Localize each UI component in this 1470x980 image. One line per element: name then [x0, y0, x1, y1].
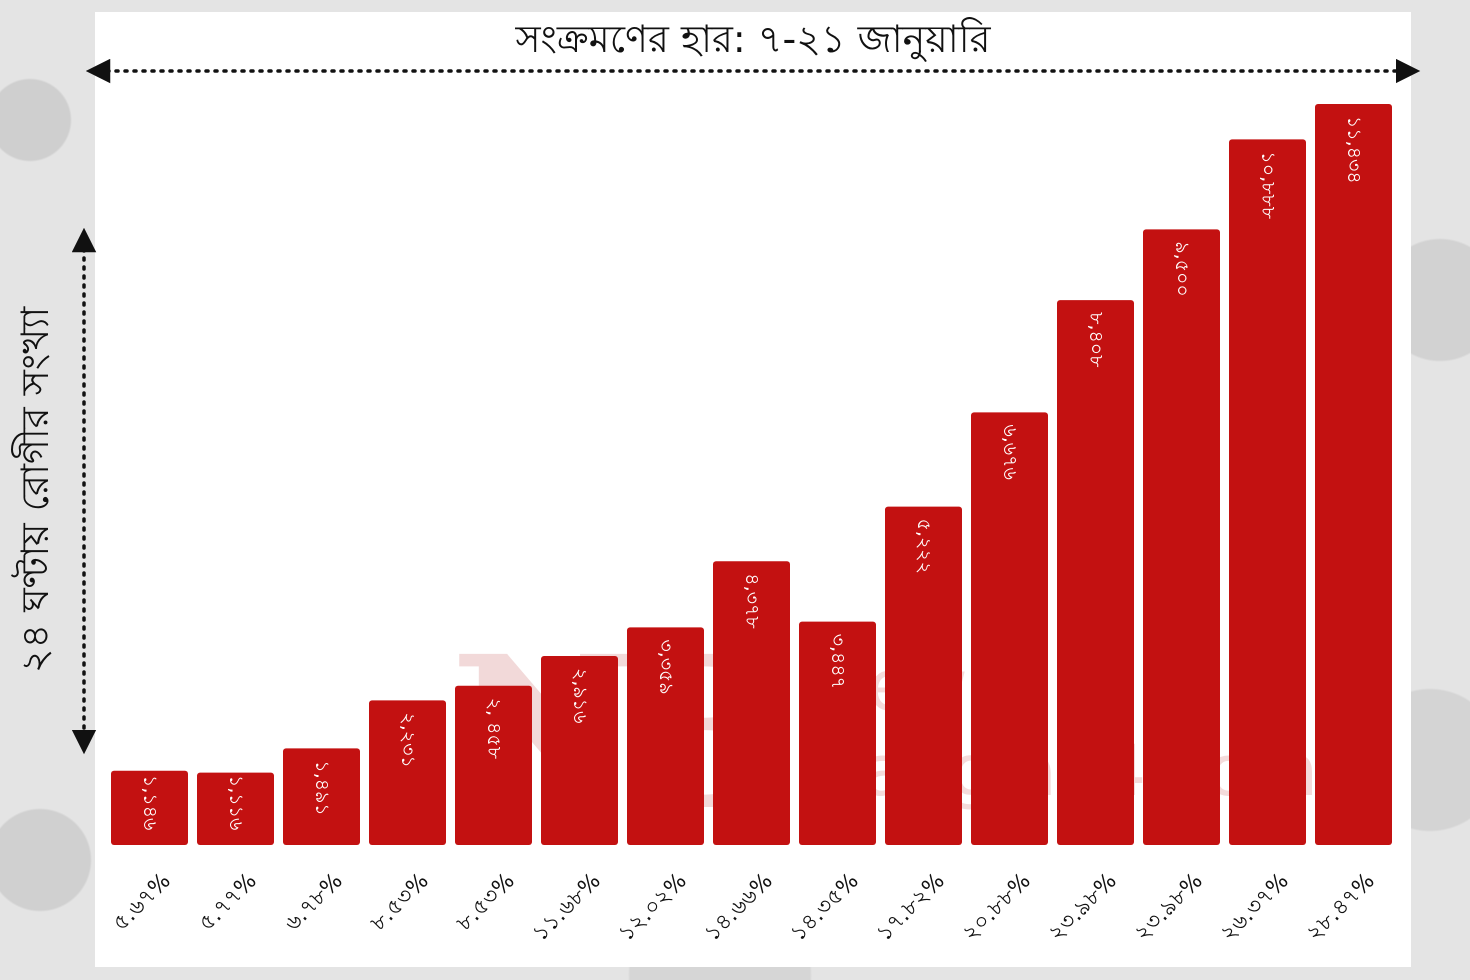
x-tick-label-3: ৬.৭৮% — [280, 869, 348, 937]
x-tick-label-4: ৮.৫৩% — [366, 869, 434, 937]
x-tick-label-6: ১১.৬৮% — [528, 869, 606, 947]
x-tick-label-2: ৫.৭৭% — [194, 869, 262, 937]
bar-8 — [713, 561, 790, 845]
bar-7 — [627, 627, 704, 845]
x-tick-labels-group: ৫.৬৭% ৫.৭৭% ৬.৭৮% ৮.৫৩% ৮.৫৩% ১১.৬৮% ১২.০২% ১৪.… — [108, 869, 1380, 947]
bar-value-label-9: ৩,৪৪৭ — [827, 634, 849, 689]
bars-group — [111, 104, 1392, 846]
value-labels-group: ১,১৪৬ ১,১১৬ ১,৪৯১ ২,২৩১ ২, ৪৫৮ ২,৯১৬ ৩,৩৫৯ ৪,৩৭… — [139, 116, 1365, 830]
x-tick-label-5: ৮.৫৩% — [452, 869, 520, 937]
bar-value-label-14: ১০,৮৮৮ — [1257, 151, 1279, 219]
x-tick-label-9: ১৪.৩৫% — [786, 869, 864, 947]
x-tick-label-13: ২৩.৯৮% — [1130, 869, 1208, 947]
chart-title: সংক্রমণের হার: ৭-২১ জানুয়ারি — [515, 17, 991, 61]
bar-9 — [799, 621, 876, 845]
bar-11 — [971, 412, 1048, 845]
bar-1 — [111, 770, 188, 845]
x-tick-label-14: ২৬.৩৭% — [1216, 869, 1294, 947]
x-tick-label-15: ২৮.৪৭% — [1302, 869, 1380, 947]
bar-value-label-11: ৬,৬৭৬ — [999, 424, 1021, 479]
bar-13 — [1143, 229, 1220, 846]
bar-value-label-13: ৯,৫০০ — [1171, 241, 1193, 296]
bar-15 — [1315, 104, 1392, 845]
bar-value-label-8: ৪,৩৭৮ — [741, 573, 763, 629]
bar-value-label-5: ২, ৪৫৮ — [483, 698, 505, 760]
x-tick-label-12: ২৩.৯৮% — [1044, 869, 1122, 947]
bar-value-label-15: ১১,৪৩৪ — [1343, 116, 1365, 184]
bar-4 — [369, 700, 446, 845]
bar-3 — [283, 748, 360, 845]
x-tick-label-11: ২০.৮৮% — [958, 869, 1036, 947]
bar-value-label-10: ৫,২২২ — [913, 519, 935, 574]
bar-value-label-2: ১,১১৬ — [225, 775, 247, 830]
x-tick-label-1: ৫.৬৭% — [108, 869, 176, 937]
bar-value-label-3: ১,৪৯১ — [311, 760, 333, 815]
bar-10 — [885, 506, 962, 845]
bar-value-label-4: ২,২৩১ — [397, 712, 419, 767]
bar-12 — [1057, 300, 1134, 846]
bar-14 — [1229, 139, 1306, 845]
bar-6 — [541, 656, 618, 845]
bar-5 — [455, 685, 532, 845]
bar-value-label-7: ৩,৩৫৯ — [655, 639, 677, 694]
bar-2 — [197, 772, 274, 845]
bar-value-label-1: ১,১৪৬ — [139, 775, 161, 830]
x-tick-label-8: ১৪.৬৬% — [700, 869, 778, 947]
x-tick-label-7: ১২.০২% — [614, 869, 692, 947]
x-tick-label-10: ১৭.৮২% — [872, 869, 950, 947]
bar-value-label-12: ৮,৪০৮ — [1085, 312, 1107, 368]
bar-value-label-6: ২,৯১৬ — [569, 668, 591, 723]
